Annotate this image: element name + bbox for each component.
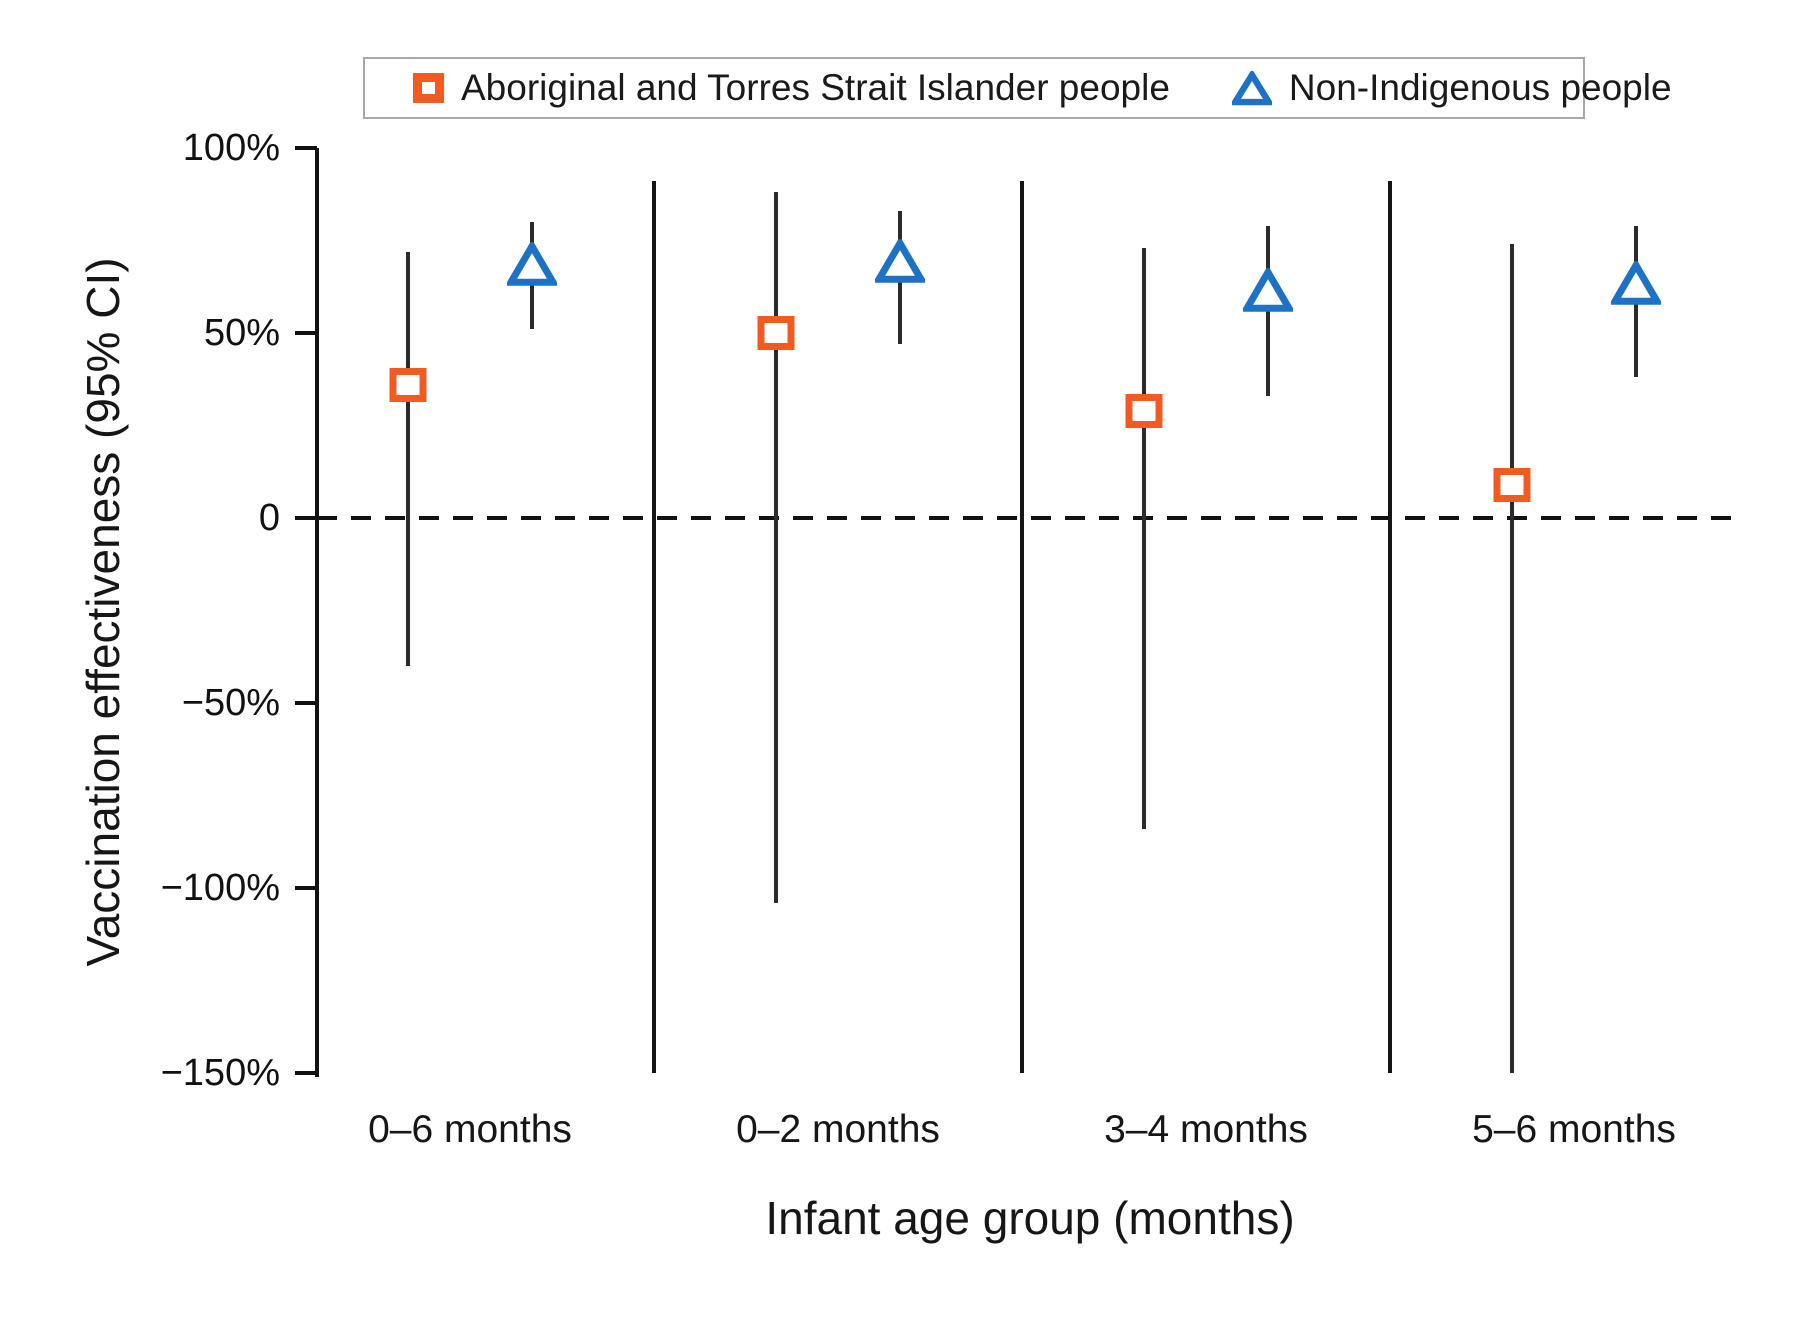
y-axis-line <box>315 148 319 1077</box>
x-category-label: 0–6 months <box>368 1108 572 1151</box>
x-category-label: 5–6 months <box>1472 1108 1676 1151</box>
group-separator-line <box>1388 181 1392 1073</box>
y-axis-tick <box>295 146 317 150</box>
x-category-label: 3–4 months <box>1104 1108 1308 1151</box>
data-point-triangle-marker <box>1243 268 1293 313</box>
legend-item-indigenous: Aboriginal and Torres Strait Islander pe… <box>413 67 1170 109</box>
x-axis-title: Infant age group (months) <box>765 1192 1295 1244</box>
open-square-marker-icon <box>413 73 444 103</box>
data-point-triangle-marker <box>507 242 557 287</box>
y-axis-tick <box>295 331 317 335</box>
confidence-interval-bar <box>1510 244 1514 1073</box>
y-tick-label: 50% <box>203 312 280 354</box>
x-category-label: 0–2 months <box>736 1108 940 1151</box>
legend-item-non-indigenous: Non-Indigenous people <box>1231 67 1672 109</box>
data-point-square-marker <box>1125 393 1163 428</box>
group-separator-line <box>1020 181 1024 1073</box>
data-point-square-marker <box>1493 467 1531 502</box>
group-separator-line <box>652 181 656 1073</box>
open-triangle-marker-icon <box>1231 70 1272 105</box>
y-tick-label: 100% <box>182 127 280 169</box>
zero-reference-line <box>317 516 1740 520</box>
data-point-square-marker <box>757 316 795 350</box>
legend-item-label: Non-Indigenous people <box>1288 67 1672 108</box>
y-axis-tick <box>295 886 317 890</box>
confidence-interval-bar <box>406 251 410 666</box>
y-tick-label: −150% <box>160 1052 280 1094</box>
data-point-triangle-marker <box>1611 261 1661 305</box>
y-axis-title: Vaccination effectiveness (95% CI) <box>77 257 129 967</box>
data-point-triangle-marker <box>875 238 925 283</box>
chart-legend: Aboriginal and Torres Strait Islander pe… <box>363 57 1672 119</box>
legend-item-label: Aboriginal and Torres Strait Islander pe… <box>461 67 1170 108</box>
y-axis-tick <box>295 701 317 705</box>
y-tick-label: 0 <box>258 497 280 539</box>
y-tick-label: −100% <box>160 867 280 909</box>
confidence-interval-bar <box>1142 247 1146 829</box>
y-tick-label: −50% <box>181 682 280 724</box>
y-axis-tick <box>295 516 317 520</box>
y-axis-tick <box>295 1071 317 1075</box>
confidence-interval-bar <box>774 192 778 903</box>
data-point-square-marker <box>389 367 427 402</box>
